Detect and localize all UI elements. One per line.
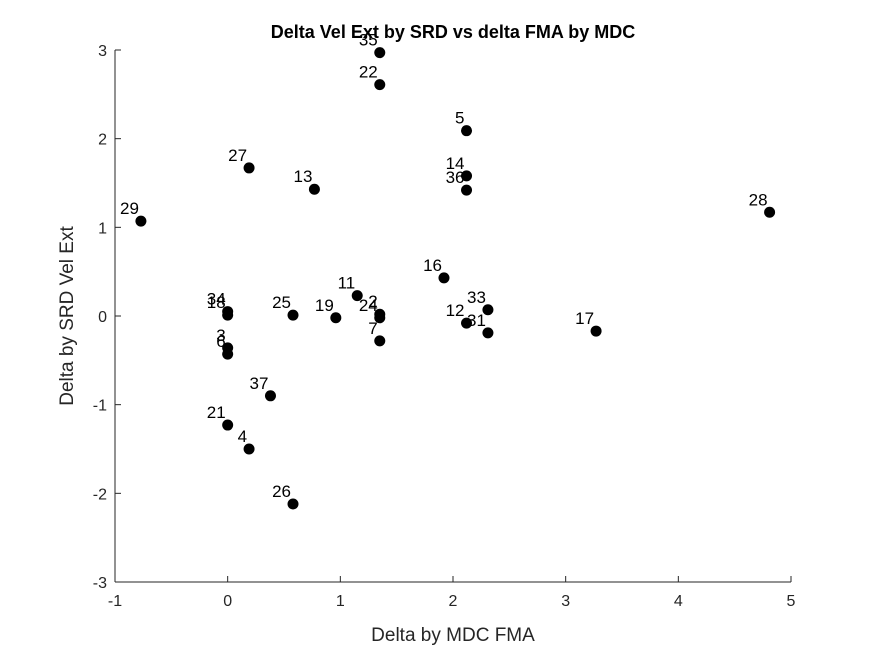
data-point xyxy=(287,309,299,321)
point-label: 24 xyxy=(359,296,378,315)
data-point xyxy=(461,170,473,182)
point-label: 3 xyxy=(216,326,225,345)
y-tick-label: 1 xyxy=(98,220,107,237)
point-label: 16 xyxy=(423,256,442,275)
y-tick-label: 3 xyxy=(98,43,107,60)
data-point xyxy=(374,47,386,59)
data-point xyxy=(222,348,234,360)
y-tick-label: -1 xyxy=(93,398,107,415)
data-point xyxy=(438,272,450,284)
y-tick-label: 0 xyxy=(98,309,107,326)
x-tick-label: 4 xyxy=(674,593,683,610)
point-label: 5 xyxy=(455,109,464,128)
data-point xyxy=(374,79,386,91)
data-point xyxy=(374,335,386,347)
data-point xyxy=(243,443,255,455)
point-label: 18 xyxy=(207,293,226,312)
data-point xyxy=(135,215,147,227)
chart-title: Delta Vel Ext by SRD vs delta FMA by MDC xyxy=(271,22,635,42)
point-label: 12 xyxy=(446,301,465,320)
y-tick-label: -3 xyxy=(93,575,107,592)
x-tick-label: 0 xyxy=(223,593,232,610)
point-label: 6 xyxy=(216,332,225,351)
data-point xyxy=(374,312,386,324)
point-label: 21 xyxy=(207,403,226,422)
data-point xyxy=(308,183,320,195)
data-point xyxy=(461,184,473,196)
data-point xyxy=(461,125,473,137)
data-point xyxy=(461,317,473,329)
y-tick-label: -2 xyxy=(93,486,107,503)
point-label: 37 xyxy=(250,374,269,393)
point-label: 36 xyxy=(446,168,465,187)
data-point xyxy=(222,309,234,321)
data-point xyxy=(264,390,276,402)
data-point xyxy=(243,162,255,174)
point-label: 28 xyxy=(749,190,768,209)
point-label: 26 xyxy=(272,482,291,501)
data-point xyxy=(482,327,494,339)
data-point xyxy=(590,325,602,337)
point-label: 2 xyxy=(368,292,377,311)
point-label: 31 xyxy=(467,311,486,330)
point-label: 29 xyxy=(120,199,139,218)
point-label: 22 xyxy=(359,63,378,82)
x-tick-label: 1 xyxy=(336,593,345,610)
point-label: 33 xyxy=(467,288,486,307)
point-label: 27 xyxy=(228,146,247,165)
point-label: 35 xyxy=(359,31,378,50)
data-point xyxy=(287,498,299,510)
x-axis-label: Delta by MDC FMA xyxy=(371,625,535,646)
y-axis-label: Delta by SRD Vel Ext xyxy=(57,226,78,406)
point-label: 13 xyxy=(293,167,312,186)
point-label: 25 xyxy=(272,293,291,312)
point-label: 17 xyxy=(575,309,594,328)
point-label: 7 xyxy=(368,319,377,338)
x-tick-label: -1 xyxy=(108,593,122,610)
x-tick-label: 2 xyxy=(449,593,458,610)
point-label: 11 xyxy=(338,274,356,293)
data-point xyxy=(482,304,494,316)
point-label: 19 xyxy=(315,296,334,315)
x-tick-label: 3 xyxy=(561,593,570,610)
point-label: 34 xyxy=(207,290,226,309)
data-point xyxy=(330,312,342,324)
data-point xyxy=(351,290,363,302)
x-tick-label: 5 xyxy=(787,593,796,610)
y-tick-label: 2 xyxy=(98,132,107,149)
data-point xyxy=(222,419,234,431)
point-label: 14 xyxy=(446,154,465,173)
point-label: 4 xyxy=(238,427,247,446)
data-point xyxy=(764,206,776,218)
